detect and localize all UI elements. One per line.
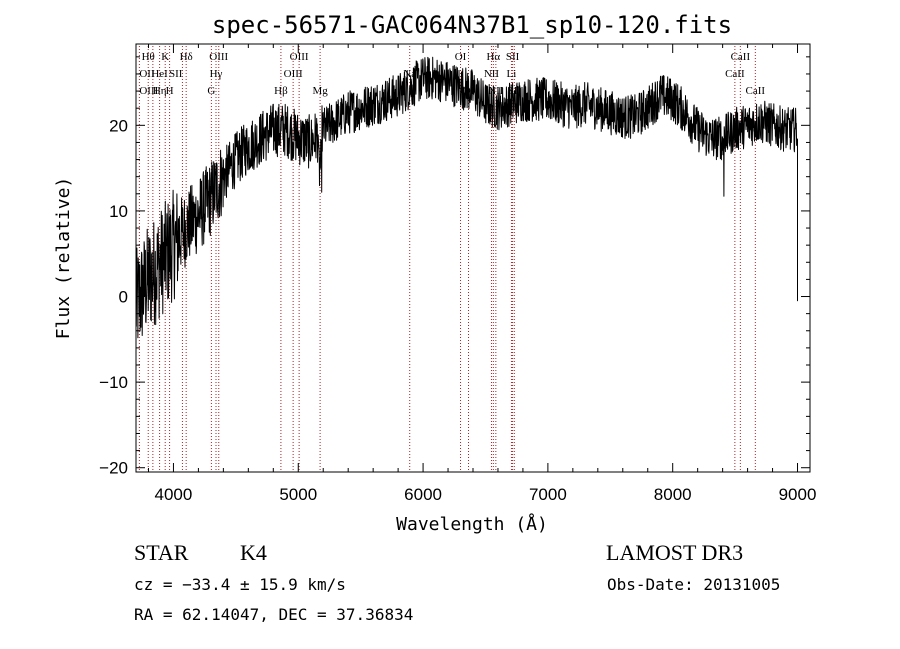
spectral-line-markers xyxy=(138,46,756,471)
x-tick-label: 7000 xyxy=(529,485,567,504)
spectral-line-label: OIII xyxy=(284,68,303,80)
coordinates: RA = 62.14047, DEC = 37.36834 xyxy=(134,605,413,624)
spectral-line-label: CaII xyxy=(731,51,751,63)
plot-frame xyxy=(135,43,811,473)
spectral-line-label: Hη xyxy=(153,85,167,97)
y-tick-label: 20 xyxy=(109,116,128,135)
obs-date: Obs-Date: 20131005 xyxy=(607,575,780,594)
spectrum-series xyxy=(135,56,798,339)
spectral-line-label: CaII xyxy=(725,68,745,80)
x-tick-label: 9000 xyxy=(779,485,817,504)
spectral-subclass: K4 xyxy=(240,540,267,565)
spectral-line-label: HeI xyxy=(151,68,168,80)
spectral-line-label: Mg xyxy=(312,85,328,97)
y-tick-label: −10 xyxy=(99,373,128,392)
spectral-line-label: Li xyxy=(507,68,517,80)
spectral-line-label: CaII xyxy=(746,85,766,97)
x-tick-label: 8000 xyxy=(654,485,692,504)
x-axis-label: Wavelength (Å) xyxy=(396,513,548,535)
spectral-line-label: SII xyxy=(169,68,183,80)
survey-name: LAMOST DR3 xyxy=(606,540,743,565)
spectral-line-label: OIII xyxy=(139,85,158,97)
redshift-info: cz = −33.4 ± 15.9 km/s xyxy=(134,575,346,594)
spectral-line-label: Hα xyxy=(486,51,500,63)
y-tick-label: −20 xyxy=(99,459,128,478)
y-tick-label: 10 xyxy=(109,202,128,221)
spectral-line-label: OII xyxy=(139,68,155,80)
x-axis-ticks: 4000 5000 6000 7000 8000 9000 xyxy=(147,44,817,504)
spectral-line-label: K xyxy=(161,51,169,63)
spectral-line-label: H xyxy=(166,85,174,97)
x-tick-label: 4000 xyxy=(155,485,193,504)
spectral-line-label: Hδ xyxy=(180,51,193,63)
x-tick-label: 6000 xyxy=(404,485,442,504)
object-class: STAR xyxy=(134,540,189,565)
chart-title: spec-56571-GAC064N37B1_sp10-120.fits xyxy=(212,11,732,39)
spectral-line-label: OI xyxy=(455,51,467,63)
spectrum-line xyxy=(135,56,798,339)
spectral-line-label: G xyxy=(207,85,215,97)
y-axis-ticks: −20 −10 0 10 20 xyxy=(99,56,810,478)
spectral-line-label: NII xyxy=(484,68,500,80)
y-axis-label: Flux (relative) xyxy=(53,177,74,340)
spectral-line-label: SII xyxy=(506,51,520,63)
x-tick-label: 5000 xyxy=(279,485,317,504)
spectral-line-label: OIII xyxy=(290,51,309,63)
spectral-line-label: OIII xyxy=(209,51,228,63)
spectral-line-label: Hγ xyxy=(210,68,223,80)
spectral-line-label: Hβ xyxy=(274,85,288,97)
y-tick-label: 0 xyxy=(119,288,128,307)
spectral-line-label: Hθ xyxy=(142,51,155,63)
